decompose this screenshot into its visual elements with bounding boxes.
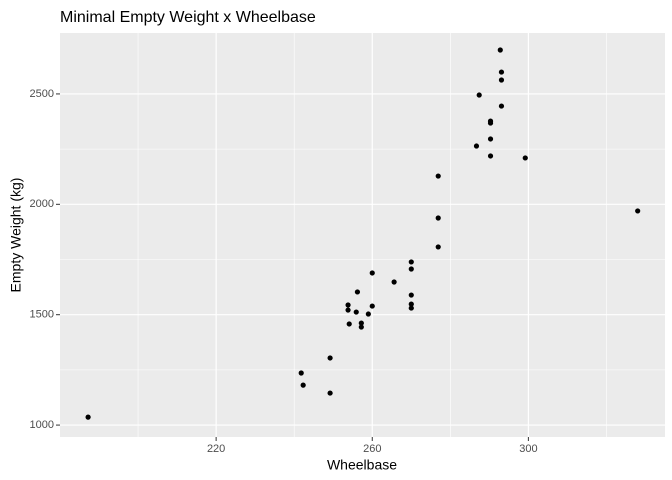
chart-title: Minimal Empty Weight x Wheelbase [60,9,316,26]
y-tick-label: 1500 [30,309,54,321]
y-tick-label: 2500 [30,88,54,100]
point [476,92,482,98]
point [498,69,505,75]
point [635,208,641,214]
point [497,47,503,53]
point [358,320,364,326]
point [408,266,414,272]
point [435,173,441,179]
point [354,289,361,295]
x-tick-label: 300 [519,443,537,455]
point [473,143,480,149]
point [487,120,494,126]
point [369,270,375,276]
x-tick-label: 220 [207,443,225,455]
point [498,77,505,83]
x-axis-label: Wheelbase [327,457,397,473]
x-tick-label: 260 [363,443,381,455]
point [300,382,306,388]
point [353,309,359,315]
point [358,324,364,330]
point [369,303,375,309]
point [487,136,494,142]
point [522,155,528,161]
point [408,305,414,311]
point [298,370,304,376]
point [327,355,333,361]
point [435,215,441,221]
y-tick-label: 2000 [30,198,54,210]
point [498,103,505,109]
point [365,311,371,317]
point [345,302,351,308]
point [408,301,414,307]
point [346,321,352,327]
point [345,307,351,313]
point [391,279,397,285]
point [487,153,494,159]
y-axis-label: Empty Weight (kg) [8,178,24,293]
point [408,292,414,298]
y-tick-label: 1000 [30,419,54,431]
point [408,259,414,265]
point [435,244,441,250]
point [85,414,91,420]
point [327,390,333,396]
